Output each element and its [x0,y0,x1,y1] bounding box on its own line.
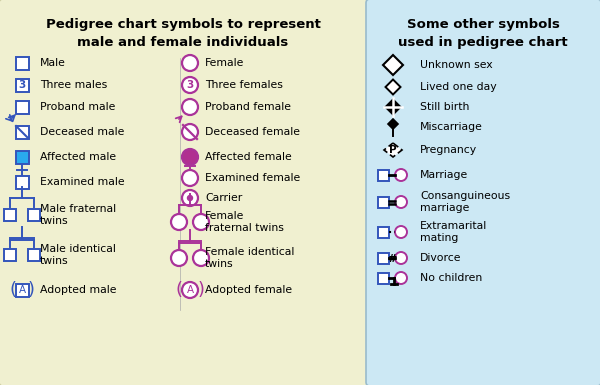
Circle shape [182,124,198,140]
Bar [28,249,40,261]
Bar [16,79,29,92]
Circle shape [182,149,198,165]
Text: 3: 3 [187,80,194,90]
Polygon shape [386,79,401,94]
Text: Male: Male [40,58,66,68]
Bar [16,176,29,189]
Circle shape [182,170,198,186]
Circle shape [395,252,407,264]
Polygon shape [383,55,403,75]
Text: Divorce: Divorce [420,253,461,263]
Text: Deceased male: Deceased male [40,127,124,137]
Text: ): ) [28,281,35,299]
Text: Adopted male: Adopted male [40,285,116,295]
Bar [377,169,389,181]
Polygon shape [384,143,402,157]
Text: (: ( [176,281,182,299]
Bar [16,57,29,70]
Bar [377,253,389,263]
Circle shape [193,250,209,266]
Bar [16,100,29,114]
Text: Three males: Three males [40,80,107,90]
Circle shape [395,272,407,284]
Text: No children: No children [420,273,482,283]
Bar [4,209,16,221]
Text: Proband male: Proband male [40,102,115,112]
Text: Female: Female [205,58,244,68]
Text: Miscarriage: Miscarriage [420,122,483,132]
Circle shape [182,99,198,115]
Circle shape [182,77,198,93]
Text: Deceased female: Deceased female [205,127,300,137]
Circle shape [395,196,407,208]
Text: P: P [389,145,397,155]
Text: A: A [19,285,26,295]
Text: Consanguineous
marriage: Consanguineous marriage [420,191,510,213]
Text: Female identical
twins: Female identical twins [205,247,295,269]
FancyBboxPatch shape [366,0,600,385]
Circle shape [193,214,209,230]
Text: Some other symbols
used in pedigree chart: Some other symbols used in pedigree char… [398,18,568,49]
Circle shape [187,196,193,201]
Circle shape [395,226,407,238]
Bar [377,273,389,283]
FancyBboxPatch shape [0,0,369,385]
Text: Examined male: Examined male [40,177,125,187]
Text: Adopted female: Adopted female [205,285,292,295]
Bar [377,226,389,238]
Text: Affected male: Affected male [40,152,116,162]
Circle shape [171,250,187,266]
Text: #: # [388,254,397,264]
Polygon shape [386,99,401,114]
Bar [377,196,389,208]
Text: Pregnancy: Pregnancy [420,145,477,155]
Text: Three females: Three females [205,80,283,90]
Polygon shape [388,119,398,129]
Text: Still birth: Still birth [420,102,469,112]
Text: Examined female: Examined female [205,173,300,183]
Bar [16,151,29,164]
Text: Male fraternal
twins: Male fraternal twins [40,204,116,226]
Text: 3: 3 [19,80,26,90]
Text: Proband female: Proband female [205,102,291,112]
Text: ): ) [197,281,205,299]
Text: A: A [187,285,194,295]
Text: Female
fraternal twins: Female fraternal twins [205,211,284,233]
Text: (: ( [10,281,17,299]
Circle shape [395,169,407,181]
Bar [16,126,29,139]
Text: Carrier: Carrier [205,193,242,203]
Bar [28,209,40,221]
Circle shape [182,190,198,206]
Text: Extramarital
mating: Extramarital mating [420,221,487,243]
Text: Male identical
twins: Male identical twins [40,244,116,266]
Text: Lived one day: Lived one day [420,82,497,92]
Text: Marriage: Marriage [420,170,468,180]
Bar [16,283,29,296]
Text: Unknown sex: Unknown sex [420,60,493,70]
Circle shape [182,282,198,298]
Text: Pedigree chart symbols to represent
male and female individuals: Pedigree chart symbols to represent male… [46,18,320,49]
Circle shape [182,55,198,71]
Circle shape [171,214,187,230]
Text: Affected female: Affected female [205,152,292,162]
Bar [4,249,16,261]
